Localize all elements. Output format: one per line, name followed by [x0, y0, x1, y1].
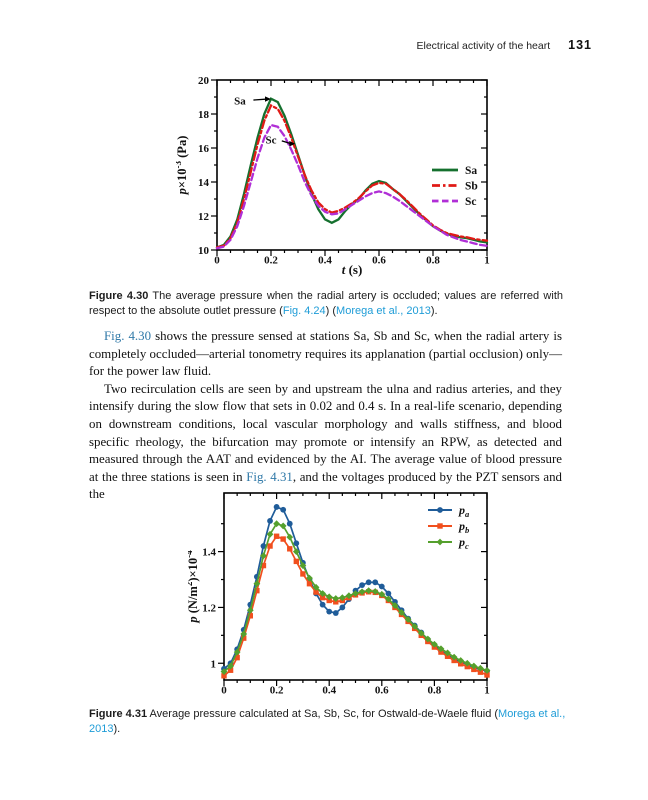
svg-text:0.2: 0.2 — [264, 255, 278, 267]
text-segment: Figure 4.30 — [89, 290, 149, 302]
tick-labels: 0 0.2 0.4 0.6 0.8 1 10 12 14 16 18 20 — [198, 75, 490, 267]
page-number: 131 — [568, 38, 592, 52]
legend: Sa Sb Sc — [432, 165, 478, 208]
legend-label: Sb — [465, 181, 478, 193]
axis-ticks — [211, 79, 488, 256]
svg-text:0.8: 0.8 — [426, 255, 440, 267]
y-axis-label: p×10-3 (Pa) — [176, 136, 189, 196]
legend-label: pc — [458, 535, 469, 551]
text-segment: The average pressure when the radial art… — [89, 290, 563, 317]
axis-ticks — [218, 493, 488, 686]
paragraph-1: Fig. 4.30 shows the pressure sensed at s… — [89, 328, 562, 381]
series-Sa-line — [215, 97, 489, 249]
svg-text:0.8: 0.8 — [428, 685, 442, 697]
svg-text:1: 1 — [484, 685, 490, 697]
legend-label: Sa — [465, 165, 477, 177]
svg-text:0: 0 — [221, 685, 227, 697]
annotation-Sc: Sc — [266, 135, 296, 147]
series-Sb-line — [215, 103, 489, 249]
svg-text:14: 14 — [198, 177, 210, 189]
plot-frame — [216, 79, 488, 251]
text-segment: Two recirculation cells are seen by and … — [89, 381, 562, 484]
svg-text:1: 1 — [484, 255, 490, 267]
svg-text:10: 10 — [198, 245, 210, 257]
annotation-Sa: Sa — [234, 95, 271, 107]
svg-text:0.6: 0.6 — [372, 255, 386, 267]
tick-labels: 0 0.2 0.4 0.6 0.8 1 1 1.2 1.4 — [202, 547, 490, 697]
page-header: Electrical activity of the heart 131 — [417, 38, 593, 52]
y-axis-label: p (N/m2)×10-4 — [188, 550, 200, 624]
svg-text:0.4: 0.4 — [322, 685, 336, 697]
figure-4-30-caption: Figure 4.30 The average pressure when th… — [89, 289, 563, 318]
figure-4-30-chart: 0 0.2 0.4 0.6 0.8 1 10 12 14 16 18 20 Sa Sb Sc Sa Sc t (s… — [176, 75, 490, 277]
svg-text:12: 12 — [198, 211, 210, 223]
text-segment: ) ( — [325, 304, 337, 317]
svg-text:16: 16 — [198, 143, 210, 155]
citation-link[interactable]: Morega et al., 2013 — [89, 708, 566, 735]
running-title: Electrical activity of the heart — [416, 40, 551, 52]
text-segment: Figure 4.31 — [89, 708, 148, 720]
text-segment: shows the pressure sensed at stations Sa… — [89, 329, 563, 379]
x-axis-label: t (s) — [342, 262, 363, 277]
body-text: Fig. 4.30 shows the pressure sensed at s… — [89, 328, 562, 504]
citation-link[interactable]: Fig. 4.24 — [282, 304, 326, 317]
text-segment: Average pressure calculated at Sa, Sb, S… — [147, 708, 499, 720]
citation-link[interactable]: Morega et al., 2013 — [336, 304, 431, 317]
legend-label: pb — [458, 519, 469, 535]
series-p_c-markers — [220, 520, 491, 676]
svg-text:18: 18 — [198, 109, 210, 121]
figure-4-31-caption: Figure 4.31 Average pressure calculated … — [89, 707, 571, 736]
svg-text:20: 20 — [198, 75, 210, 87]
series-p_a-markers — [221, 504, 490, 674]
series-Sc-line — [215, 123, 489, 250]
svg-text:0.4: 0.4 — [318, 255, 332, 267]
text-segment: , and the voltages produced by the PZT s… — [89, 469, 562, 502]
svg-text:0.2: 0.2 — [270, 685, 284, 697]
svg-text:1: 1 — [211, 658, 217, 670]
legend-label: pa — [458, 503, 470, 519]
svg-text:Sa: Sa — [234, 95, 246, 107]
citation-link[interactable]: Fig. 4.30 — [104, 329, 152, 343]
citation-link[interactable]: Fig. 4.31 — [246, 469, 293, 484]
svg-text:0.6: 0.6 — [375, 685, 389, 697]
svg-text:1.2: 1.2 — [202, 602, 216, 614]
paragraph-2: Two recirculation cells are seen by and … — [89, 381, 562, 504]
svg-text:1.4: 1.4 — [202, 547, 216, 559]
svg-text:Sc: Sc — [266, 135, 277, 147]
svg-text:0: 0 — [214, 255, 220, 267]
text-segment: ). — [430, 304, 438, 317]
legend-label: Sc — [465, 196, 477, 208]
text-segment: ). — [113, 722, 121, 735]
